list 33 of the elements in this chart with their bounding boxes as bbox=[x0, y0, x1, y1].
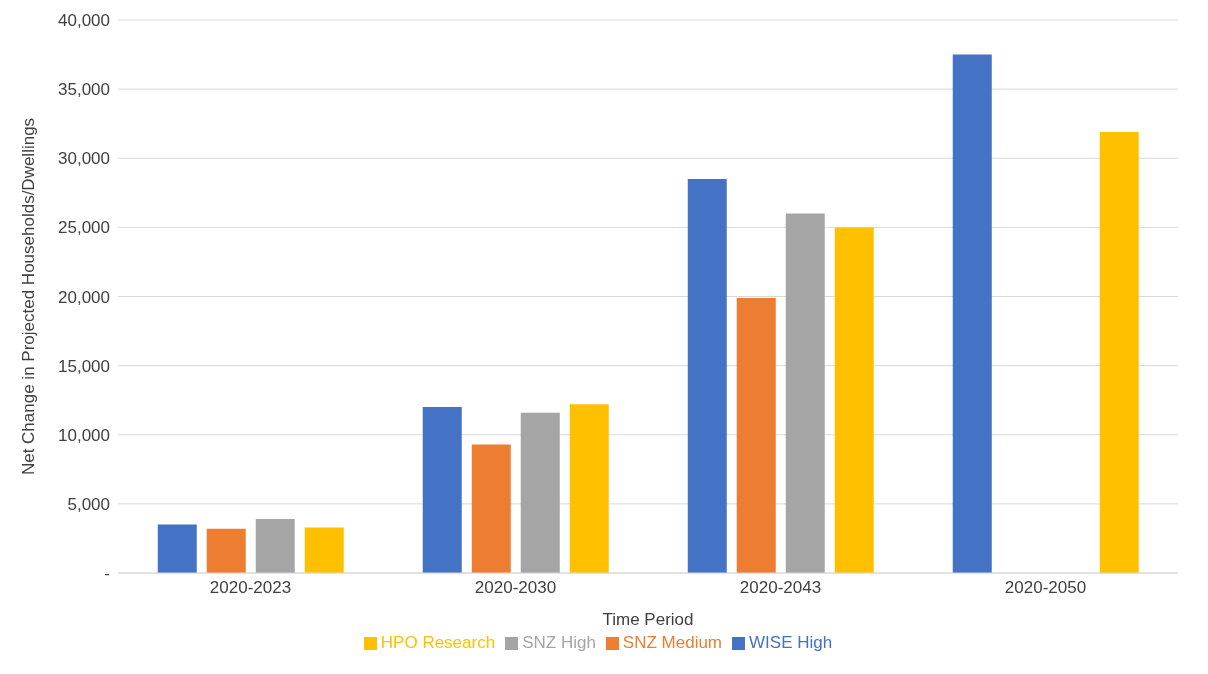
legend-label: SNZ High bbox=[522, 633, 596, 652]
y-tick-label: 25,000 bbox=[58, 218, 110, 238]
legend-label: HPO Research bbox=[380, 633, 496, 652]
y-tick-label: 30,000 bbox=[58, 149, 110, 169]
x-tick-label: 2020-2030 bbox=[474, 578, 557, 598]
x-axis-title: Time Period bbox=[602, 610, 694, 629]
legend-label: WISE High bbox=[749, 633, 833, 652]
bar bbox=[157, 524, 197, 573]
bar bbox=[687, 178, 727, 573]
y-tick-label: 5,000 bbox=[67, 494, 110, 514]
y-tick-label: - bbox=[104, 564, 110, 584]
y-tick-label: 40,000 bbox=[58, 11, 110, 31]
y-tick-label: 10,000 bbox=[58, 425, 110, 445]
bar bbox=[255, 519, 295, 573]
x-tick-label: 2020-2050 bbox=[1004, 578, 1087, 598]
legend-label: SNZ Medium bbox=[622, 633, 723, 652]
y-tick-label: 35,000 bbox=[58, 80, 110, 100]
bar bbox=[952, 54, 992, 573]
bar bbox=[422, 407, 462, 573]
y-tick-label: 15,000 bbox=[58, 356, 110, 376]
bar bbox=[785, 213, 825, 573]
x-tick-label: 2020-2043 bbox=[739, 578, 822, 598]
bar bbox=[304, 527, 344, 573]
bar bbox=[569, 404, 609, 573]
y-axis-title: Net Change in Projected Households/Dwellings bbox=[19, 117, 39, 476]
y-tick-label: 20,000 bbox=[58, 287, 110, 307]
bar bbox=[471, 444, 511, 573]
bar bbox=[1099, 131, 1139, 573]
bar bbox=[206, 528, 246, 573]
bar bbox=[834, 227, 874, 573]
bar bbox=[736, 297, 776, 573]
x-tick-label: 2020-2023 bbox=[209, 578, 292, 598]
bar bbox=[520, 412, 560, 573]
